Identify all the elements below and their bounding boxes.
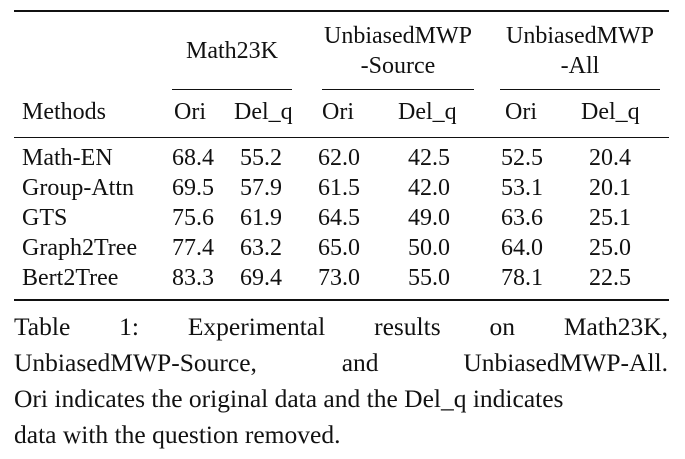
value-cell: 64.5 [318, 205, 360, 231]
group-header-unbiased-all-line2: -All [560, 53, 600, 79]
value-cell: 73.0 [318, 265, 360, 291]
value-cell: 68.4 [172, 145, 214, 171]
caption-line: data with the question removed. [14, 420, 341, 449]
caption-word: Table [14, 312, 71, 341]
value-cell: 49.0 [408, 205, 450, 231]
value-cell: 69.5 [172, 175, 214, 201]
caption-word: UnbiasedMWP-All. [463, 348, 668, 377]
value-cell: 65.0 [318, 235, 360, 261]
value-cell: 25.0 [589, 235, 631, 261]
value-cell: 61.9 [240, 205, 282, 231]
caption-line: Ori indicates the original data and the … [14, 384, 564, 413]
column-header-ori: Ori [174, 99, 206, 125]
value-cell: 20.4 [589, 145, 631, 171]
group-header-unbiased-source-line1: UnbiasedMWP [324, 23, 472, 49]
method-cell: Graph2Tree [22, 235, 138, 261]
column-header-del-q: Del_q [234, 99, 293, 125]
method-cell: GTS [22, 205, 68, 231]
caption-line: UnbiasedMWP-Source, and UnbiasedMWP-All. [14, 345, 668, 381]
value-cell: 52.5 [501, 145, 543, 171]
value-cell: 55.0 [408, 265, 450, 291]
column-header-methods: Methods [22, 99, 106, 125]
value-cell: 64.0 [501, 235, 543, 261]
group-header-math23k: Math23K [186, 38, 278, 64]
column-header-del-q: Del_q [581, 99, 640, 125]
value-cell: 55.2 [240, 145, 282, 171]
value-cell: 63.2 [240, 235, 282, 261]
caption-word: and [341, 348, 379, 377]
value-cell: 83.3 [172, 265, 214, 291]
caption-word: Experimental [187, 312, 326, 341]
cmidrule-unbiased-source [322, 89, 474, 90]
value-cell: 77.4 [172, 235, 214, 261]
value-cell: 25.1 [589, 205, 631, 231]
value-cell: 42.5 [408, 145, 450, 171]
value-cell: 62.0 [318, 145, 360, 171]
value-cell: 53.1 [501, 175, 543, 201]
caption-word: 1: [119, 312, 139, 341]
value-cell: 61.5 [318, 175, 360, 201]
header-rule [14, 137, 669, 138]
value-cell: 63.6 [501, 205, 543, 231]
top-rule [14, 10, 669, 12]
value-cell: 69.4 [240, 265, 282, 291]
value-cell: 75.6 [172, 205, 214, 231]
value-cell: 20.1 [589, 175, 631, 201]
caption-word: UnbiasedMWP-Source, [14, 348, 257, 377]
caption-word: results [374, 312, 441, 341]
table-caption: Table 1: Experimental results on Math23K… [14, 309, 668, 453]
cmidrule-math23k [172, 89, 292, 90]
caption-line: Table 1: Experimental results on Math23K… [14, 309, 668, 345]
value-cell: 57.9 [240, 175, 282, 201]
cmidrule-unbiased-all [500, 89, 660, 90]
column-header-ori: Ori [322, 99, 354, 125]
column-header-del-q: Del_q [398, 99, 457, 125]
bottom-rule [14, 299, 669, 301]
value-cell: 22.5 [589, 265, 631, 291]
method-cell: Group-Attn [22, 175, 134, 201]
method-cell: Math-EN [22, 145, 113, 171]
method-cell: Bert2Tree [22, 265, 119, 291]
value-cell: 50.0 [408, 235, 450, 261]
caption-word: on [489, 312, 516, 341]
column-header-ori: Ori [505, 99, 537, 125]
group-header-unbiased-source-line2: -Source [360, 53, 436, 79]
value-cell: 78.1 [501, 265, 543, 291]
group-header-unbiased-all-line1: UnbiasedMWP [506, 23, 654, 49]
value-cell: 42.0 [408, 175, 450, 201]
caption-word: Math23K, [563, 312, 668, 341]
